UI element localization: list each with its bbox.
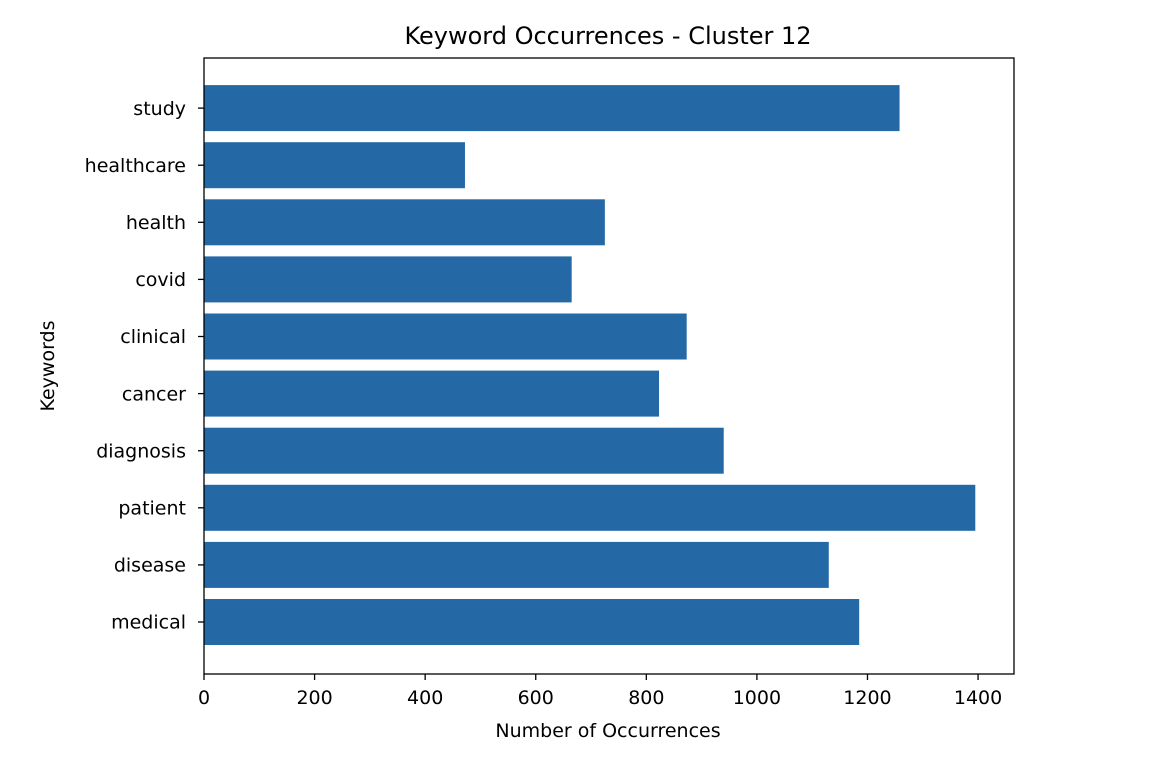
chart-title: Keyword Occurrences - Cluster 12 [404,22,811,50]
y-tick-label: health [126,212,186,234]
y-tick-label: medical [111,612,186,634]
y-axis-label: Keywords [37,320,59,411]
bar-cancer [204,370,660,417]
bar-clinical [204,313,687,360]
x-tick-label: 0 [198,687,210,709]
y-tick-label: patient [118,497,186,519]
x-tick-label: 1400 [954,687,1002,709]
bar-patient [204,484,976,531]
bar-disease [204,541,829,588]
x-tick-label: 200 [296,687,332,709]
y-tick-label: diagnosis [96,440,186,462]
x-axis-label: Number of Occurrences [495,720,720,742]
plot-area-frame [203,57,1015,675]
y-tick-label: clinical [120,326,186,348]
bar-healthcare [204,142,465,189]
bar-medical [204,599,860,645]
bar-study [204,85,900,132]
y-tick-label: healthcare [85,155,186,177]
x-tick-label: 600 [518,687,554,709]
y-axis-ticks: medical disease patient diagnosis cancer clin… [85,98,204,634]
x-tick-label: 1000 [733,687,781,709]
y-tick-label: cancer [122,383,186,405]
y-tick-label: study [133,98,186,120]
x-tick-label: 1200 [843,687,891,709]
bar-diagnosis [204,427,724,474]
x-tick-label: 800 [628,687,664,709]
y-tick-label: disease [114,555,186,577]
bar-covid [204,256,572,303]
y-tick-label: covid [135,269,186,291]
x-tick-label: 400 [407,687,443,709]
bar-health [204,199,605,246]
bars-group [204,85,976,645]
x-axis-ticks: 0 200 400 600 800 1000 1200 1400 [198,674,1002,709]
